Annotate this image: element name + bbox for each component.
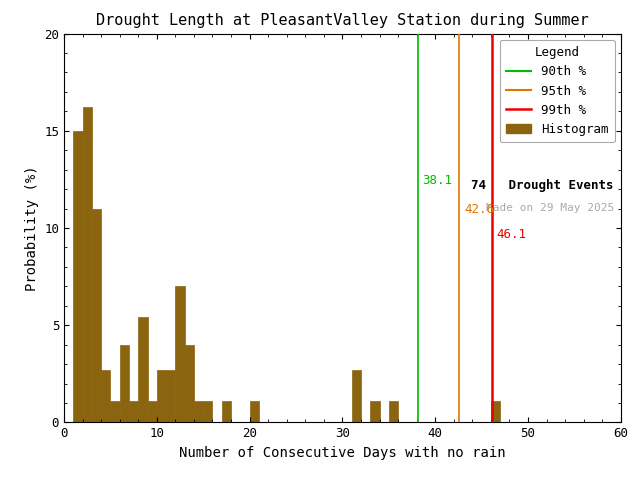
Bar [491, 401, 500, 422]
Bar [157, 370, 166, 422]
Title: Drought Length at PleasantValley Station during Summer: Drought Length at PleasantValley Station… [96, 13, 589, 28]
Text: 38.1: 38.1 [422, 174, 452, 187]
X-axis label: Number of Consecutive Days with no rain: Number of Consecutive Days with no rain [179, 446, 506, 460]
Text: 42.6: 42.6 [464, 203, 494, 216]
Bar [101, 370, 111, 422]
Bar [138, 317, 148, 422]
Text: 46.1: 46.1 [497, 228, 527, 241]
Y-axis label: Probability (%): Probability (%) [24, 165, 38, 291]
Bar [352, 370, 361, 422]
Bar [388, 401, 398, 422]
Bar [83, 108, 92, 422]
Text: 74   Drought Events: 74 Drought Events [471, 180, 614, 192]
Text: Made on 29 May 2025: Made on 29 May 2025 [486, 203, 614, 213]
Bar [73, 131, 83, 422]
Bar [184, 345, 194, 422]
Bar [129, 401, 138, 422]
Legend: 90th %, 95th %, 99th %, Histogram: 90th %, 95th %, 99th %, Histogram [500, 40, 614, 143]
Bar [204, 401, 212, 422]
Bar [147, 401, 157, 422]
Bar [120, 345, 129, 422]
Bar [175, 286, 184, 422]
Bar [370, 401, 380, 422]
Bar [222, 401, 231, 422]
Bar [194, 401, 204, 422]
Bar [166, 370, 175, 422]
Bar [111, 401, 120, 422]
Bar [250, 401, 259, 422]
Bar [92, 208, 101, 422]
